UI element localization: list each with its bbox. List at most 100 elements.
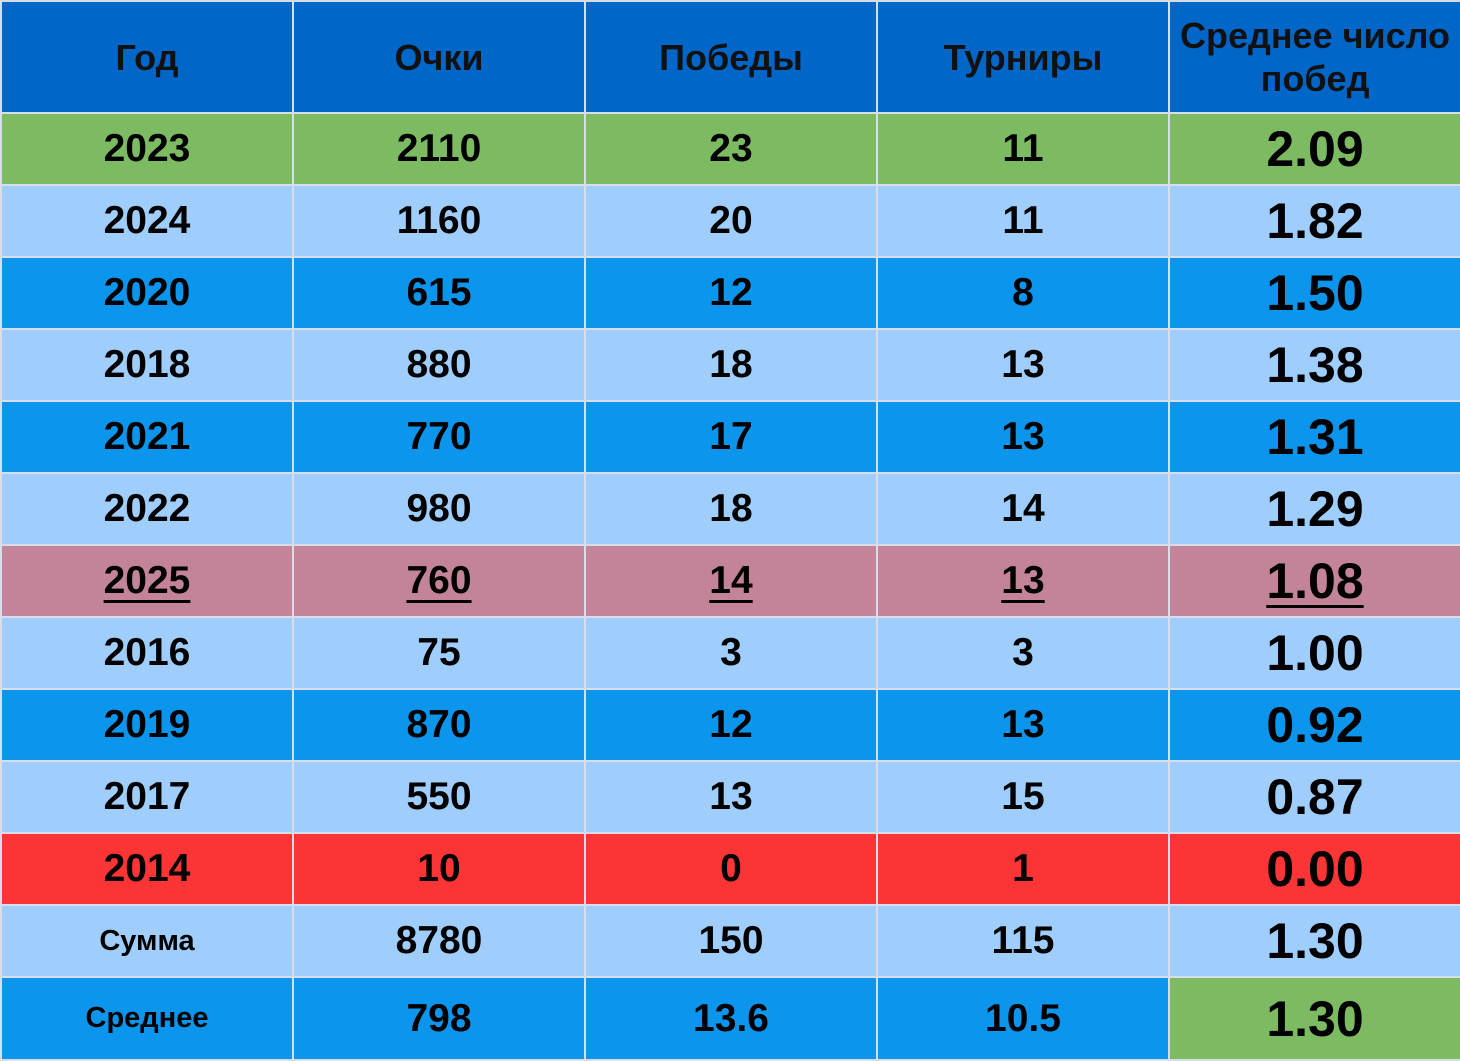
cell-year-text: 2017	[103, 775, 191, 818]
cell-avg-text: 1.29	[1266, 481, 1364, 537]
summary-label-text: Среднее	[85, 1002, 209, 1034]
summary-row: Сумма 8780 150 115 1.30	[0, 904, 1460, 978]
cell-wins: 18	[584, 328, 878, 402]
table-body: 2023 2110 23 11 2.09 2024 1160 20 11 1.82 2020 615 1…	[0, 112, 1460, 1061]
summary-points: 798	[292, 976, 586, 1061]
cell-points: 75	[292, 616, 586, 690]
cell-avg: 1.31	[1168, 400, 1460, 474]
cell-points-text: 770	[406, 415, 472, 458]
summary-avg: 1.30	[1168, 904, 1460, 978]
cell-points: 2110	[292, 112, 586, 186]
cell-wins: 0	[584, 832, 878, 906]
cell-avg: 2.09	[1168, 112, 1460, 186]
cell-year: 2024	[0, 184, 294, 258]
summary-tournaments: 10.5	[876, 976, 1170, 1061]
cell-avg: 0.00	[1168, 832, 1460, 906]
cell-tournaments-text: 13	[1001, 343, 1045, 386]
cell-points-text: 980	[406, 487, 472, 530]
summary-avg-text: 1.30	[1266, 990, 1364, 1047]
table-row: 2018 880 18 13 1.38	[0, 328, 1460, 402]
cell-points: 550	[292, 760, 586, 834]
cell-points-text: 10	[417, 847, 461, 890]
cell-year: 2018	[0, 328, 294, 402]
table-row: 2020 615 12 8 1.50	[0, 256, 1460, 330]
cell-points: 10	[292, 832, 586, 906]
cell-wins: 17	[584, 400, 878, 474]
cell-wins: 20	[584, 184, 878, 258]
cell-points-text: 760	[406, 559, 472, 602]
cell-tournaments: 13	[876, 544, 1170, 618]
table-row: 2024 1160 20 11 1.82	[0, 184, 1460, 258]
summary-points-text: 8780	[395, 919, 483, 962]
cell-wins-text: 13	[709, 775, 753, 818]
cell-points: 870	[292, 688, 586, 762]
cell-points: 760	[292, 544, 586, 618]
summary-label: Среднее	[0, 976, 294, 1061]
cell-points: 980	[292, 472, 586, 546]
summary-tournaments: 115	[876, 904, 1170, 978]
summary-wins-text: 150	[698, 919, 764, 962]
cell-wins-text: 12	[709, 703, 753, 746]
cell-year: 2022	[0, 472, 294, 546]
cell-year: 2019	[0, 688, 294, 762]
cell-points-text: 880	[406, 343, 472, 386]
cell-year-text: 2021	[103, 415, 191, 458]
summary-wins: 150	[584, 904, 878, 978]
header-wins: Победы	[584, 0, 878, 114]
cell-year: 2023	[0, 112, 294, 186]
header-row: Год Очки Победы Турниры Среднее число по…	[0, 0, 1460, 114]
header-year: Год	[0, 0, 294, 114]
summary-points-text: 798	[406, 996, 472, 1040]
cell-tournaments: 13	[876, 688, 1170, 762]
summary-tournaments-text: 10.5	[985, 996, 1061, 1040]
summary-avg-text: 1.30	[1266, 913, 1364, 969]
summary-points: 8780	[292, 904, 586, 978]
cell-year-text: 2024	[103, 199, 191, 242]
cell-avg-text: 0.87	[1266, 769, 1364, 825]
cell-wins-text: 17	[709, 415, 753, 458]
cell-avg: 1.08	[1168, 544, 1460, 618]
summary-label-text: Сумма	[99, 924, 195, 957]
cell-avg-text: 1.38	[1266, 337, 1364, 393]
cell-wins: 12	[584, 688, 878, 762]
cell-avg-text: 0.92	[1266, 697, 1364, 753]
cell-tournaments: 3	[876, 616, 1170, 690]
cell-points-text: 870	[406, 703, 472, 746]
summary-wins: 13.6	[584, 976, 878, 1061]
cell-wins: 14	[584, 544, 878, 618]
cell-tournaments: 13	[876, 328, 1170, 402]
cell-tournaments-text: 15	[1001, 775, 1045, 818]
cell-year-text: 2025	[103, 559, 191, 602]
table-row: 2022 980 18 14 1.29	[0, 472, 1460, 546]
cell-points-text: 550	[406, 775, 472, 818]
cell-year: 2020	[0, 256, 294, 330]
cell-tournaments-text: 11	[1002, 199, 1044, 242]
cell-year: 2017	[0, 760, 294, 834]
cell-year: 2025	[0, 544, 294, 618]
cell-points-text: 1160	[396, 199, 482, 242]
cell-avg-text: 2.09	[1266, 121, 1364, 177]
table-row: 2019 870 12 13 0.92	[0, 688, 1460, 762]
cell-avg-text: 1.31	[1266, 409, 1364, 465]
cell-points: 615	[292, 256, 586, 330]
cell-avg-text: 1.00	[1266, 625, 1364, 681]
cell-tournaments: 13	[876, 400, 1170, 474]
cell-year-text: 2014	[103, 847, 191, 890]
cell-wins: 18	[584, 472, 878, 546]
table-row: 2023 2110 23 11 2.09	[0, 112, 1460, 186]
table-row: 2017 550 13 15 0.87	[0, 760, 1460, 834]
cell-tournaments-text: 13	[1001, 559, 1045, 602]
cell-tournaments-text: 8	[1012, 271, 1034, 314]
cell-avg-text: 0.00	[1266, 841, 1364, 897]
cell-year-text: 2022	[103, 487, 191, 530]
summary-tournaments-text: 115	[991, 919, 1055, 962]
cell-tournaments: 1	[876, 832, 1170, 906]
cell-wins-text: 23	[709, 127, 753, 170]
summary-wins-text: 13.6	[693, 996, 769, 1040]
cell-avg: 1.29	[1168, 472, 1460, 546]
cell-wins-text: 20	[709, 199, 753, 242]
cell-tournaments-text: 1	[1012, 847, 1034, 890]
cell-wins: 13	[584, 760, 878, 834]
table-row: 2014 10 0 1 0.00	[0, 832, 1460, 906]
